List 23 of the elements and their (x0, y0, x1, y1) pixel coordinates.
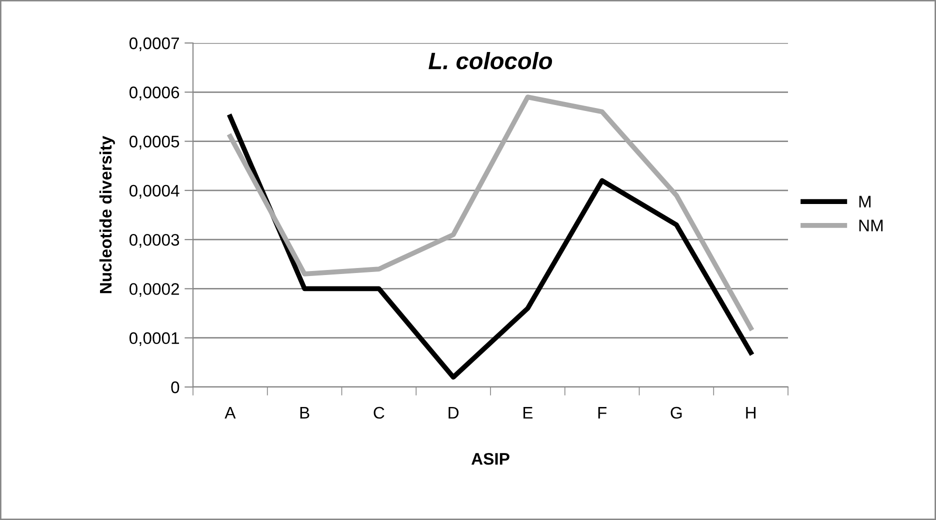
line-series (228, 94, 754, 330)
x-tick-label: C (374, 406, 384, 419)
x-tick-label: B (300, 407, 310, 419)
legend-label: M (859, 196, 871, 208)
x-tick-label: A (224, 407, 236, 419)
x-tick-label: F (598, 407, 606, 419)
y-tick-label: 0,0003 (129, 234, 180, 248)
y-tick-label: 0,0007 (129, 37, 179, 52)
y-tick-label: 0,0001 (129, 332, 179, 346)
x-tick-label: H (746, 407, 756, 419)
y-tick-label: 0,0002 (129, 283, 179, 297)
x-tick-label: E (523, 407, 533, 419)
y-tick-label: 0,0006 (129, 86, 180, 100)
y-tick-label: 0,0005 (129, 136, 180, 150)
y-tick-label: 0,0004 (129, 184, 180, 199)
y-tick-label: 0 (171, 381, 180, 394)
x-axis-title: ASIP (471, 452, 510, 465)
x-tick-label: G (670, 406, 682, 419)
y-axis-title: Nucleotide diversity (99, 136, 115, 294)
legend-label: NM (859, 220, 883, 232)
chart-title: L. colocolo (428, 52, 552, 70)
x-tick-label: D (448, 407, 459, 419)
line-series (228, 114, 754, 380)
